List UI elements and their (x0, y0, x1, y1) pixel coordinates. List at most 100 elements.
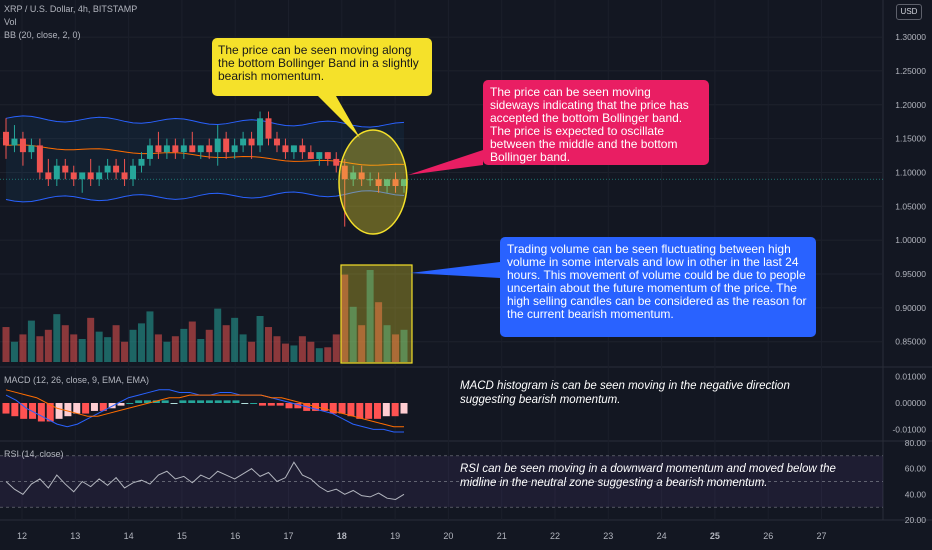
volume-bar (146, 311, 154, 362)
candle-body (96, 172, 103, 180)
macd-histogram-bar (320, 403, 328, 411)
candle-body (180, 145, 187, 153)
volume-bar (112, 325, 120, 362)
macd-histogram-bar (55, 403, 63, 419)
time-tick-label: 16 (230, 531, 240, 541)
time-tick-label: 22 (550, 531, 560, 541)
macd-tick-label: 0.00000 (895, 398, 926, 408)
macd-histogram-bar (400, 403, 408, 414)
candle-body (19, 138, 26, 153)
candle-body (36, 145, 43, 173)
bollinger-lower-line (5, 190, 405, 203)
candle-body (53, 165, 60, 180)
time-tick-label: 23 (603, 531, 613, 541)
price-tick-label: 1.05000 (895, 201, 926, 211)
callout-pointer (408, 150, 483, 175)
macd-histogram-bar (11, 403, 19, 417)
candle-body (257, 118, 264, 146)
volume-bar (104, 337, 112, 362)
candle-body (206, 145, 213, 153)
callout-pointer (410, 262, 500, 278)
time-tick-label: 17 (283, 531, 293, 541)
candle-body (155, 145, 162, 153)
volume-bar (222, 325, 230, 362)
macd-histogram-bar (241, 403, 249, 404)
volume-bar (129, 329, 137, 362)
macd-histogram-bar (90, 403, 98, 411)
macd-histogram-bar (126, 403, 134, 404)
candle-body (316, 152, 323, 159)
macd-histogram-bar (258, 403, 266, 406)
volume-bar (36, 336, 44, 362)
macd-tick-label: 0.01000 (895, 372, 926, 382)
candle-body (392, 179, 399, 186)
volume-bar (197, 339, 205, 362)
volume-bar (70, 334, 78, 362)
candle-body (273, 138, 280, 146)
macd-histogram-bar (223, 400, 231, 403)
price-tick-label: 1.25000 (895, 66, 926, 76)
rsi-band-fill (0, 455, 883, 508)
candle-body (113, 165, 120, 173)
macd-histogram-bar (347, 403, 355, 417)
price-tick-label: 1.10000 (895, 167, 926, 177)
volume-bar (205, 329, 213, 362)
volume-bar (154, 334, 162, 362)
macd-histogram-bar (64, 403, 72, 417)
candle-body (197, 145, 204, 153)
volume-bar (315, 348, 323, 362)
candle-body (28, 145, 35, 153)
volume-bar (358, 325, 366, 362)
volume-bar (137, 323, 145, 362)
price-tick-label: 0.85000 (895, 337, 926, 347)
time-tick-label: 24 (657, 531, 667, 541)
candle-body (172, 145, 179, 153)
candle-body (146, 145, 153, 159)
volume-bar (61, 325, 69, 362)
candle-body (240, 138, 247, 146)
candle-body (401, 179, 407, 186)
highlight-ellipse (338, 129, 408, 235)
time-tick-label: 18 (337, 531, 347, 541)
candle-body (214, 138, 221, 153)
volume-bar (273, 336, 281, 362)
volume-bar (298, 336, 306, 362)
candle-body (265, 118, 272, 139)
candle-body (163, 145, 170, 153)
macd-histogram-bar (2, 403, 10, 414)
candle-body (138, 158, 145, 166)
rsi-tick-label: 80.00 (905, 438, 927, 448)
macd-histogram-bar (250, 403, 258, 404)
currency-button[interactable]: USD (896, 4, 922, 20)
macd-histogram-bar (99, 403, 107, 411)
macd-histogram-bar (276, 403, 284, 406)
candle-body (290, 145, 297, 153)
volume-bar (53, 314, 61, 362)
price-tick-label: 0.90000 (895, 303, 926, 313)
rsi-legend: RSI (14, close) (4, 449, 64, 459)
price-tick-label: 1.00000 (895, 235, 926, 245)
volume-bar (332, 334, 340, 362)
time-tick-label: 14 (124, 531, 134, 541)
macd-histogram-bar (205, 400, 213, 403)
volume-bar (383, 325, 391, 362)
volume-bar (341, 274, 349, 362)
bollinger-legend: BB (20, close, 2, 0) (4, 30, 81, 40)
annotation-red: The price can be seen moving sideways in… (483, 80, 709, 165)
candle-body (70, 172, 77, 180)
annotation-blue: Trading volume can be seen fluctuating b… (500, 237, 816, 337)
time-tick-label: 20 (443, 531, 453, 541)
time-tick-label: 27 (816, 531, 826, 541)
volume-bar (248, 341, 256, 362)
macd-histogram-bar (144, 400, 152, 403)
macd-histogram-bar (46, 403, 54, 422)
highlight-volume-box (340, 264, 413, 364)
price-tick-label: 1.15000 (895, 134, 926, 144)
bollinger-upper-line (5, 115, 405, 128)
candle-body (189, 145, 196, 153)
volume-bar (290, 345, 298, 362)
macd-histogram-bar (232, 400, 240, 403)
time-tick-label: 19 (390, 531, 400, 541)
macd-histogram-bar (73, 403, 81, 414)
volume-bar (231, 317, 239, 362)
